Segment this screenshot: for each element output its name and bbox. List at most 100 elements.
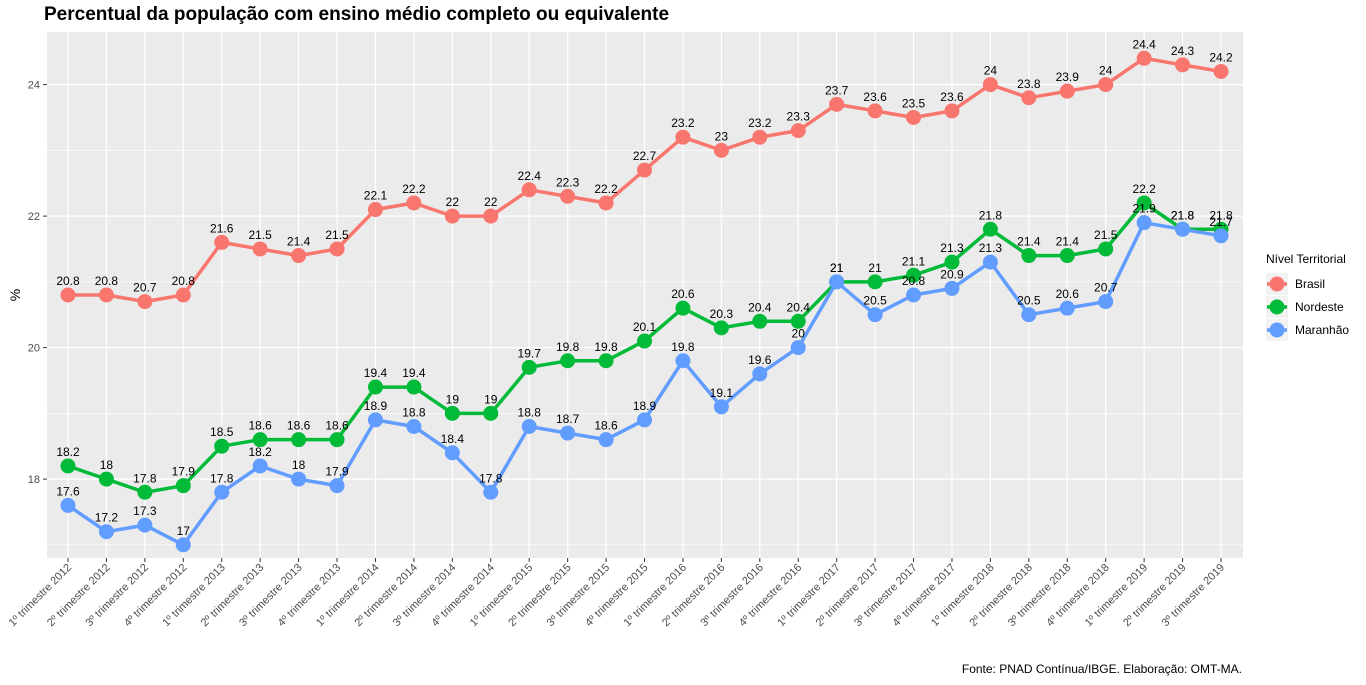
data-point [483,484,499,500]
data-label: 17.8 [210,471,234,485]
data-point [521,419,537,434]
data-label: 20.8 [56,274,80,288]
data-point [329,478,345,494]
data-point [137,294,153,310]
data-point [713,320,729,336]
data-label: 21.5 [1094,228,1118,242]
data-label: 18.4 [441,432,465,446]
data-point [867,103,883,119]
data-label: 21.3 [979,241,1003,255]
data-label: 18.6 [287,419,311,433]
data-point [829,274,845,290]
data-label: 19 [446,392,460,406]
data-point [1059,83,1075,99]
data-point [137,517,153,533]
data-label: 18.8 [402,406,426,420]
data-label: 20.4 [748,300,772,314]
data-point [291,471,307,487]
data-point [598,353,614,369]
data-point [98,524,114,540]
data-point [944,254,960,270]
data-point [329,432,345,448]
data-point [137,484,153,500]
data-label: 18.7 [556,412,580,426]
data-point [444,445,460,461]
data-label: 22.2 [402,182,426,196]
data-label: 20.8 [902,274,926,288]
data-label: 21.8 [1209,208,1233,222]
data-label: 19.7 [518,346,542,360]
data-label: 21.4 [1017,235,1041,249]
data-point [1213,63,1229,79]
data-label: 23.3 [787,110,811,124]
data-point [867,307,883,323]
data-point [60,458,76,474]
data-label: 22.4 [518,169,542,183]
y-tick-label: 20 [28,343,40,355]
data-point [790,313,806,329]
data-point [367,202,383,218]
legend-title: Nível Territorial [1266,252,1346,266]
data-label: 21.9 [1132,202,1156,216]
data-point [675,353,691,369]
data-label: 22.2 [594,182,618,196]
data-label: 24.4 [1132,37,1156,51]
data-label: 21.4 [1056,235,1080,249]
data-label: 17 [177,524,191,538]
data-point [521,182,537,198]
data-point [752,366,768,382]
data-point [675,129,691,145]
data-label: 19.8 [594,340,618,354]
data-point [483,405,499,421]
data-label: 21.7 [1209,215,1233,229]
data-label: 22.2 [1132,182,1156,196]
data-label: 17.3 [133,504,157,518]
data-point [637,162,652,178]
data-label: 20.9 [940,267,964,281]
data-label: 22 [446,195,460,209]
data-point [560,353,576,369]
data-point [214,438,230,454]
legend-key-point [1269,276,1285,292]
data-label: 19.8 [556,340,580,354]
data-label: 20.4 [787,300,811,314]
data-point [906,287,922,303]
data-label: 20.8 [172,274,196,288]
data-point [982,77,998,93]
data-point [1098,77,1114,93]
series-points [60,50,1229,553]
legend-key-point [1269,322,1285,338]
data-label: 20.8 [95,274,119,288]
data-label: 24 [984,64,998,78]
data-point [406,379,422,395]
data-label: 20.5 [863,294,887,308]
y-axis-ticks: 18 20 22 24 [28,80,47,486]
legend-key-point [1269,299,1285,315]
data-point [1175,57,1191,73]
data-label: 18 [292,458,306,472]
data-label: 19.1 [710,386,734,400]
data-point [906,267,922,283]
legend: Nível Territorial Brasil Nordeste Maranhão [1266,252,1349,341]
data-label: 20.7 [1094,281,1118,295]
data-point [637,412,652,428]
data-point [598,432,614,448]
data-point [790,340,806,356]
data-label: 23.9 [1056,70,1080,84]
data-label: 23.7 [825,83,849,97]
data-label: 22 [484,195,498,209]
data-point [252,458,268,474]
data-label: 24 [1099,64,1113,78]
data-label: 21 [830,261,844,275]
data-point [944,103,960,119]
data-label: 21.8 [1171,208,1195,222]
data-point [752,129,768,145]
data-label: 21.5 [325,228,349,242]
data-point [1098,241,1114,257]
data-label: 21.8 [1171,208,1195,222]
y-axis-label: % [7,289,23,301]
data-label: 21 [868,261,882,275]
data-point [406,419,422,434]
data-point [829,96,845,112]
data-point [867,274,883,290]
